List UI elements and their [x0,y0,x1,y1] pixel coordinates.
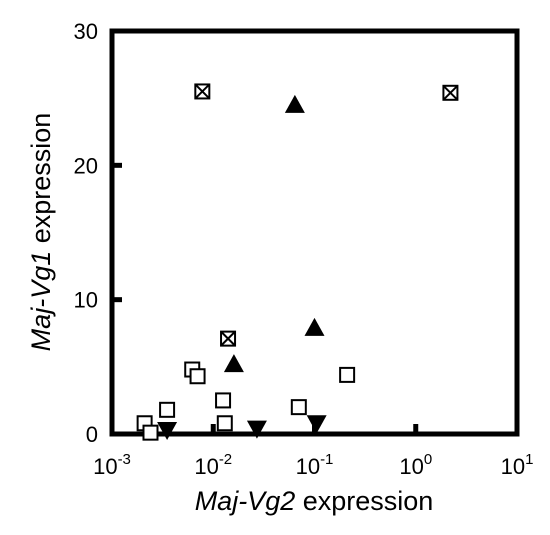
y-axis-ticks: 0 10 20 30 [74,19,122,447]
crossed-square-point [220,330,237,347]
open-square-point [290,399,307,416]
y-tick-label: 30 [74,19,98,44]
x-tick-label: 10-3 [93,451,131,479]
y-tick-label: 10 [74,288,98,313]
triangle-up-point [304,317,325,336]
open-square-point [339,366,356,383]
triangle-down-point [157,421,178,440]
open-square-point [216,415,233,432]
data-points [136,83,459,441]
crossed-square-point [442,84,459,101]
x-tick-label: 10-1 [296,451,334,479]
open-square-point [215,392,232,409]
x-tick-label: 100 [399,451,432,479]
open-square-point [159,401,176,418]
x-tick-label: 10-2 [194,451,232,479]
y-axis-title: Maj-Vg1 expression [26,113,56,352]
triangle-up-point [284,94,305,113]
crossed-square-point [194,83,211,100]
x-tick-label: 101 [501,451,534,479]
triangle-down-point [246,420,267,439]
open-square-point [142,424,159,441]
y-tick-label: 0 [86,422,98,447]
x-axis-title: Maj-Vg2 expression [195,486,434,516]
open-square-point [189,368,206,385]
y-tick-label: 20 [74,153,98,178]
triangle-up-point [223,354,244,373]
triangle-down-point [306,415,327,434]
